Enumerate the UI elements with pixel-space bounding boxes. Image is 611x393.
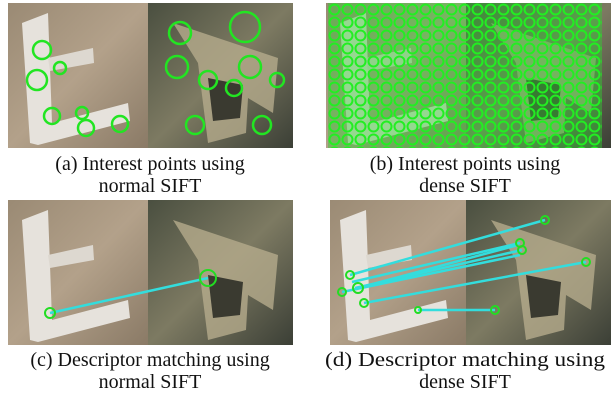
caption: (a) Interest points using [55,153,244,175]
caption: normal SIFT [99,175,202,197]
panel-a-image [8,3,293,148]
figure: (a) Interest points using normal SIFT (b… [0,0,611,393]
caption: (c) Descriptor matching using [30,349,269,371]
panel-b-image [326,3,611,148]
caption: normal SIFT [99,371,202,393]
panel-c-image [8,200,293,345]
caption: (d) Descriptor matching using [325,349,605,371]
panel-d-image [326,200,611,345]
caption: (b) Interest points using [370,153,561,175]
caption: dense SIFT [419,371,511,393]
caption: dense SIFT [419,175,511,197]
